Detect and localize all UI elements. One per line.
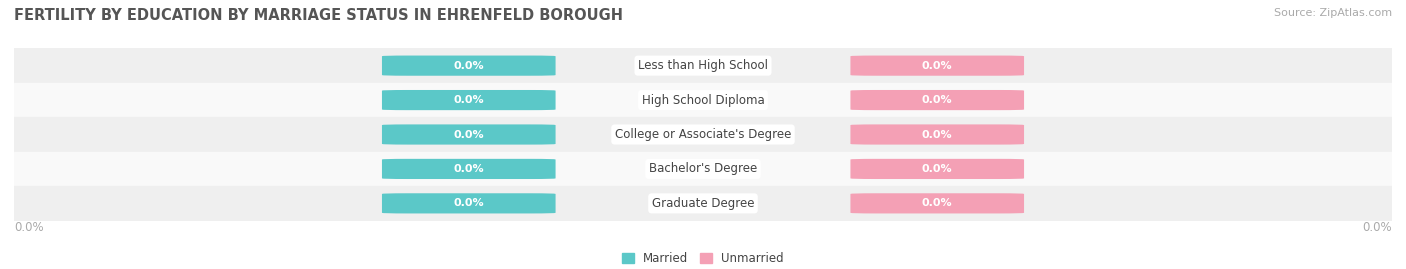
Text: Graduate Degree: Graduate Degree [652, 197, 754, 210]
Text: 0.0%: 0.0% [1362, 221, 1392, 233]
Text: 0.0%: 0.0% [14, 221, 44, 233]
Text: 0.0%: 0.0% [454, 198, 484, 208]
FancyBboxPatch shape [851, 55, 1024, 76]
Text: Less than High School: Less than High School [638, 59, 768, 72]
Bar [14, 186, 1392, 221]
Text: 0.0%: 0.0% [454, 95, 484, 105]
FancyBboxPatch shape [851, 124, 1024, 145]
Text: High School Diploma: High School Diploma [641, 94, 765, 107]
FancyBboxPatch shape [382, 55, 555, 76]
Text: 0.0%: 0.0% [922, 95, 952, 105]
Text: 0.0%: 0.0% [922, 164, 952, 174]
Text: 0.0%: 0.0% [922, 61, 952, 71]
FancyBboxPatch shape [382, 124, 555, 145]
Bar [14, 117, 1392, 152]
Text: Bachelor's Degree: Bachelor's Degree [650, 162, 756, 175]
Text: Source: ZipAtlas.com: Source: ZipAtlas.com [1274, 8, 1392, 18]
FancyBboxPatch shape [851, 159, 1024, 179]
FancyBboxPatch shape [851, 193, 1024, 214]
FancyBboxPatch shape [851, 90, 1024, 110]
Legend: Married, Unmarried: Married, Unmarried [617, 247, 789, 269]
Text: 0.0%: 0.0% [454, 61, 484, 71]
Text: 0.0%: 0.0% [454, 164, 484, 174]
FancyBboxPatch shape [382, 90, 555, 110]
Bar [14, 152, 1392, 186]
Bar [14, 83, 1392, 117]
Text: 0.0%: 0.0% [922, 129, 952, 140]
Text: FERTILITY BY EDUCATION BY MARRIAGE STATUS IN EHRENFELD BOROUGH: FERTILITY BY EDUCATION BY MARRIAGE STATU… [14, 8, 623, 23]
Text: 0.0%: 0.0% [454, 129, 484, 140]
Bar [14, 48, 1392, 83]
FancyBboxPatch shape [382, 193, 555, 214]
Text: College or Associate's Degree: College or Associate's Degree [614, 128, 792, 141]
FancyBboxPatch shape [382, 159, 555, 179]
Text: 0.0%: 0.0% [922, 198, 952, 208]
